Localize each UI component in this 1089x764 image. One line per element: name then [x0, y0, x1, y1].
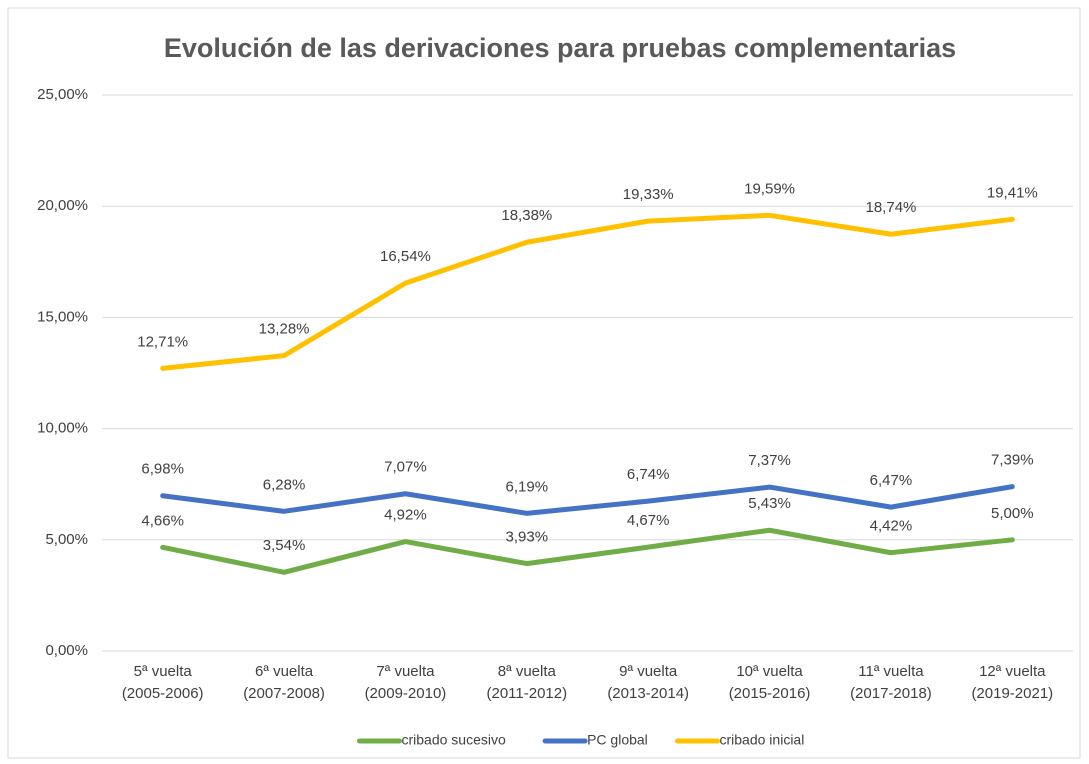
- x-tick-label: 6ª vuelta (2007-2008): [243, 663, 325, 702]
- data-label: 5,00%: [991, 505, 1034, 522]
- legend-label: PC global: [587, 732, 648, 748]
- legend-label: cribado sucesivo: [402, 732, 506, 748]
- data-label: 16,54%: [380, 248, 431, 265]
- data-label: 12,71%: [137, 333, 188, 350]
- data-label: 13,28%: [259, 321, 310, 338]
- data-label: 4,42%: [870, 518, 913, 535]
- y-tick-label: 10,00%: [37, 420, 88, 437]
- x-tick-label: 7ª vuelta (2009-2010): [365, 663, 447, 702]
- x-tick-label: 11ª vuelta (2017-2018): [850, 663, 932, 702]
- series-line: [160, 527, 1015, 575]
- data-label: 6,74%: [627, 466, 670, 483]
- data-label: 19,33%: [623, 186, 674, 203]
- data-label: 6,47%: [870, 472, 913, 489]
- chart-border: [7, 7, 1081, 759]
- x-tick-label: 8ª vuelta (2011-2012): [487, 663, 568, 702]
- data-label: 4,67%: [627, 512, 670, 529]
- y-tick-label: 25,00%: [37, 86, 88, 103]
- legend-label: cribado inicial: [720, 732, 805, 748]
- x-tick-label: 9ª vuelta (2013-2014): [607, 663, 689, 702]
- data-label: 19,59%: [744, 180, 795, 197]
- data-label: 7,39%: [991, 452, 1034, 469]
- y-tick-label: 0,00%: [45, 642, 88, 659]
- x-tick-label: 12ª vuelta (2019-2021): [971, 663, 1053, 702]
- data-label: 7,07%: [384, 459, 427, 476]
- data-label: 19,41%: [987, 184, 1038, 201]
- x-tick-label: 5ª vuelta (2005-2006): [122, 663, 204, 702]
- y-tick-label: 5,00%: [45, 531, 88, 548]
- y-tick-label: 20,00%: [37, 197, 88, 214]
- chart-title: Evolución de las derivaciones para prueb…: [164, 33, 956, 63]
- series-line: [160, 212, 1015, 371]
- data-label: 3,93%: [506, 529, 549, 546]
- data-label: 4,66%: [141, 512, 184, 529]
- data-label: 3,54%: [263, 537, 306, 554]
- x-tick-label: 10ª vuelta (2015-2016): [729, 663, 811, 702]
- data-label: 18,74%: [866, 199, 917, 216]
- data-label: 18,38%: [501, 207, 552, 224]
- data-label: 6,28%: [263, 476, 306, 493]
- y-tick-label: 15,00%: [37, 308, 88, 325]
- data-label: 7,37%: [748, 452, 791, 469]
- data-label: 6,19%: [506, 478, 549, 495]
- data-label: 6,98%: [141, 461, 184, 478]
- data-label: 4,92%: [384, 507, 427, 524]
- series-line: [160, 484, 1015, 516]
- data-label: 5,43%: [748, 495, 791, 512]
